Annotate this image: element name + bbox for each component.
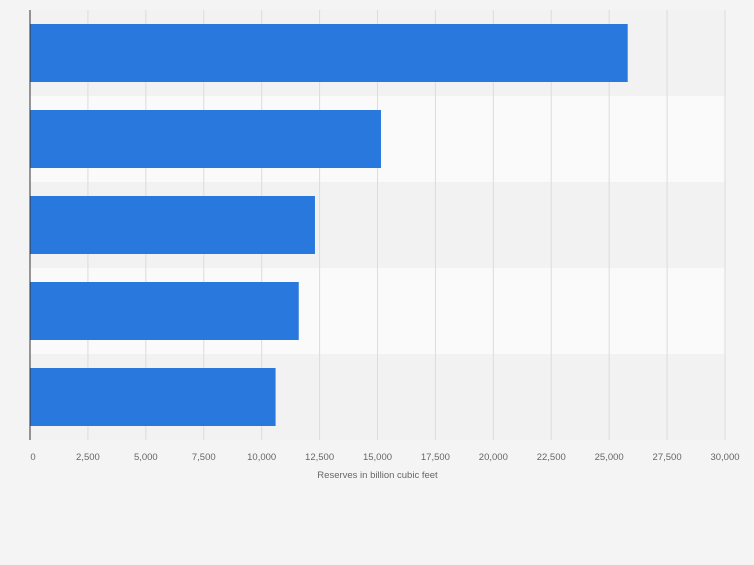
x-tick-label: 22,500	[537, 452, 566, 463]
bar	[30, 24, 628, 82]
x-tick-label: 10,000	[247, 452, 276, 463]
x-tick-label: 27,500	[653, 452, 682, 463]
x-tick-label: 5,000	[134, 452, 158, 463]
x-tick-label: 20,000	[479, 452, 508, 463]
x-tick-label: 25,000	[595, 452, 624, 463]
x-tick-label: 12,500	[305, 452, 334, 463]
bar	[30, 196, 315, 254]
x-tick-label: 17,500	[421, 452, 450, 463]
x-tick-label: 2,500	[76, 452, 100, 463]
bars	[30, 24, 628, 426]
x-tick-label: 30,000	[710, 452, 739, 463]
bar	[30, 282, 299, 340]
x-axis-title: Reserves in billion cubic feet	[317, 470, 438, 481]
x-tick-label: 7,500	[192, 452, 216, 463]
x-tick-label: 0	[30, 452, 35, 463]
x-tick-labels: 0 2,500 5,000 7,500 10,000 12,500 15,000 17,500…	[30, 452, 739, 463]
bar	[30, 110, 381, 168]
bar	[30, 368, 276, 426]
x-tick-label: 15,000	[363, 452, 392, 463]
